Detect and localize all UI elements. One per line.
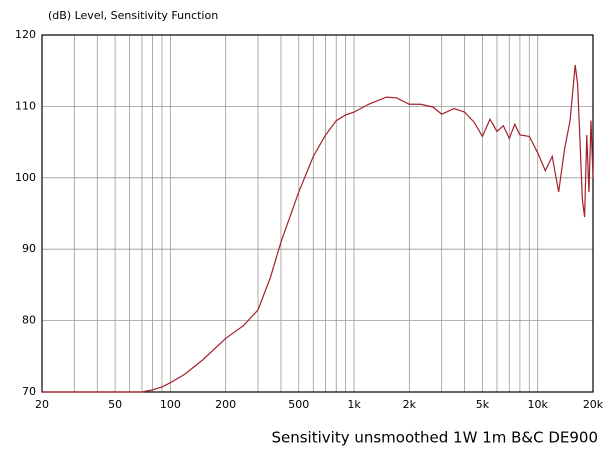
y-tick-label: 120 <box>15 28 36 41</box>
y-tick-label: 90 <box>22 242 36 255</box>
plot-frame <box>41 34 594 393</box>
x-tick-label: 100 <box>160 398 181 411</box>
y-tick-label: 80 <box>22 314 36 327</box>
y-tick-label: 100 <box>15 171 36 184</box>
chart-title: (dB) Level, Sensitivity Function <box>48 9 218 22</box>
x-tick-label: 5k <box>476 398 490 411</box>
caption: Sensitivity unsmoothed 1W 1m B&C DE900 <box>271 429 598 447</box>
x-tick-label: 20k <box>583 398 604 411</box>
y-tick-label: 110 <box>15 99 36 112</box>
x-tick-label: 200 <box>215 398 236 411</box>
x-tick-label: 500 <box>288 398 309 411</box>
y-tick-label: 70 <box>22 385 36 398</box>
x-tick-label: 20 <box>35 398 49 411</box>
x-tick-label: 2k <box>403 398 417 411</box>
response-line <box>42 64 594 393</box>
x-tick-label: 10k <box>528 398 549 411</box>
x-tick-label: 1k <box>347 398 361 411</box>
x-tick-label: 50 <box>108 398 122 411</box>
